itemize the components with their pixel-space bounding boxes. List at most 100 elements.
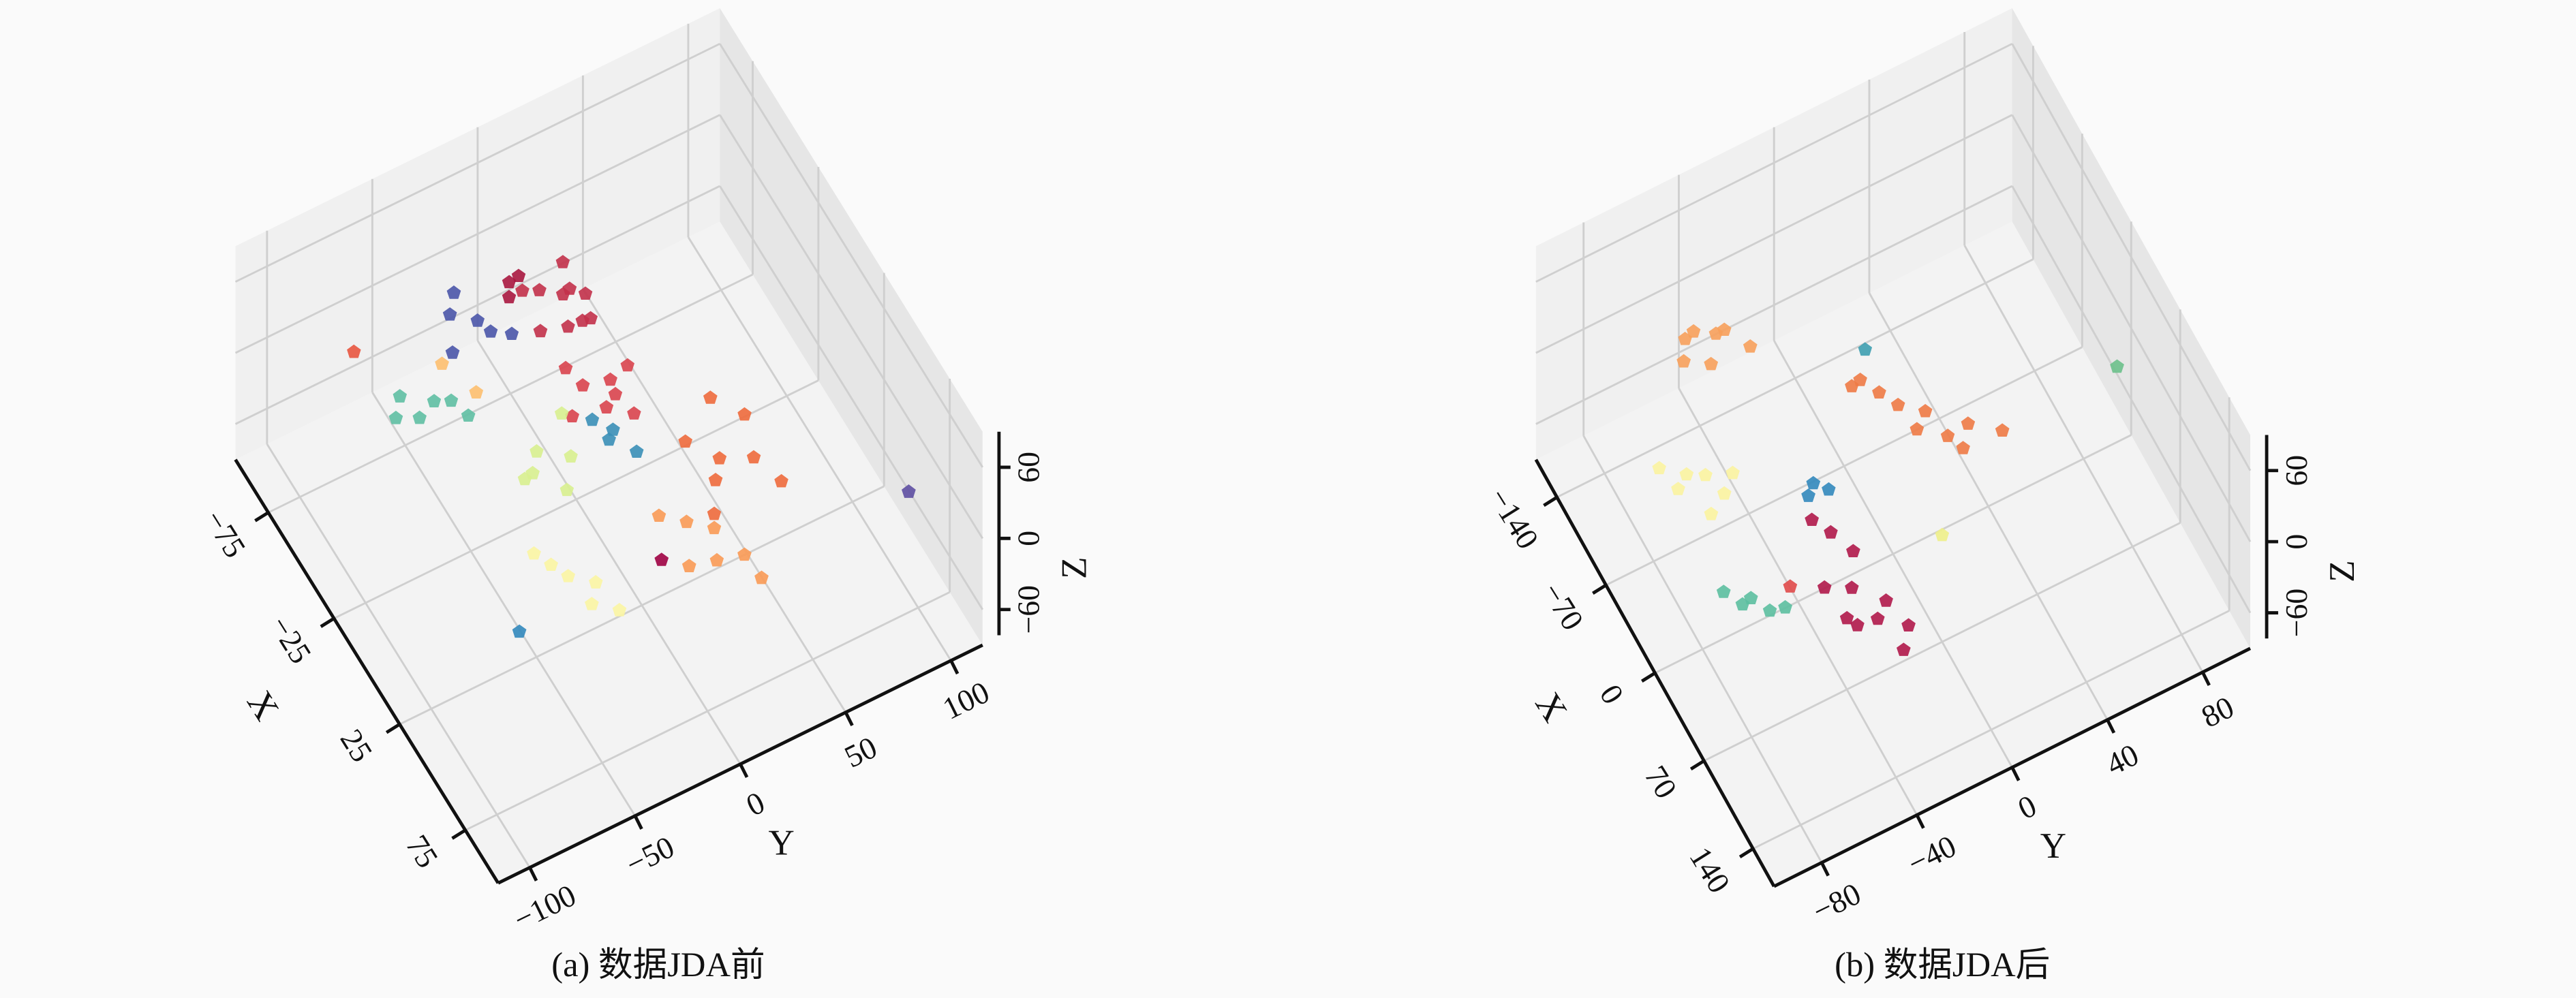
- grid-line: [371, 392, 637, 817]
- x-tick-label: 75: [399, 829, 446, 874]
- point: [347, 344, 361, 358]
- point: [606, 422, 620, 436]
- y-tick: [2106, 719, 2116, 734]
- point: [1956, 441, 1970, 454]
- point: [1716, 584, 1731, 598]
- point: [620, 358, 635, 372]
- x-axis-label: X: [1527, 686, 1574, 729]
- caption: (a) 数据JDA前: [551, 946, 765, 984]
- chart: −75−25 25 75 −100 −50 0 50 100 −60 0 60 X Y Z (a) 数据JD…: [198, 8, 1094, 984]
- point: [1879, 593, 1893, 607]
- z-tick-label: −60: [2279, 589, 2314, 638]
- grid-line: [719, 114, 984, 540]
- point: [1995, 423, 2010, 437]
- point: [737, 547, 752, 561]
- grid-line: [719, 43, 984, 468]
- point: [559, 482, 574, 497]
- point: [1935, 527, 1950, 542]
- point: [707, 520, 722, 535]
- grid-line: [234, 114, 720, 354]
- point: [1679, 467, 1694, 481]
- point: [1743, 339, 1758, 353]
- point: [1870, 611, 1885, 625]
- point: [712, 451, 727, 465]
- x-tick-label: 70: [1638, 760, 1684, 805]
- point: [515, 283, 530, 297]
- point: [707, 506, 722, 520]
- grid-line: [476, 340, 741, 765]
- point: [461, 408, 476, 422]
- y-tick: [2201, 671, 2211, 687]
- point: [1896, 642, 1911, 656]
- y-tick-label: −100: [508, 877, 581, 937]
- y-tick-label: 80: [2196, 689, 2239, 734]
- x-axis: [234, 458, 500, 884]
- y-tick: [2010, 766, 2021, 781]
- point: [627, 406, 641, 420]
- point: [445, 345, 460, 359]
- point: [629, 444, 644, 458]
- point: [1918, 403, 1933, 418]
- point: [502, 290, 517, 304]
- point: [1806, 475, 1821, 490]
- point: [544, 557, 558, 572]
- point: [527, 546, 541, 560]
- point: [1910, 422, 1925, 436]
- point: [1698, 467, 1713, 482]
- point: [584, 597, 599, 610]
- point: [1822, 482, 1836, 496]
- y-tick-label: 0: [741, 785, 770, 823]
- point: [1726, 465, 1740, 480]
- point: [585, 412, 600, 426]
- point: [554, 406, 569, 420]
- point: [1717, 322, 1732, 336]
- z-tick-label: 60: [1011, 452, 1046, 483]
- point: [1717, 486, 1732, 500]
- point: [483, 324, 498, 338]
- point: [1961, 416, 1976, 430]
- point: [1839, 610, 1854, 625]
- z-tick-label: 60: [2279, 455, 2314, 486]
- grid-line: [266, 443, 531, 869]
- point: [444, 393, 459, 407]
- grid-line: [1535, 114, 2013, 354]
- z-tick-label: −60: [1011, 585, 1046, 634]
- point: [393, 389, 408, 403]
- grid-line: [234, 185, 720, 425]
- point: [1783, 579, 1798, 593]
- y-axis-label: Y: [769, 823, 795, 862]
- grid-line: [234, 42, 720, 283]
- y-axis-label: Y: [2040, 826, 2066, 866]
- point: [555, 287, 570, 300]
- point: [1652, 461, 1666, 475]
- point: [599, 400, 614, 414]
- point: [1801, 488, 1815, 502]
- point: [412, 410, 427, 424]
- y-tick: [1915, 814, 1925, 829]
- grid-line: [2011, 43, 2252, 471]
- chart: −140 −70 0 70 140 −80 −40 0 40 80 −60 0 60 X Y Z (b) 数据J…: [1482, 8, 2362, 984]
- point: [737, 407, 752, 421]
- point: [427, 394, 442, 408]
- point: [561, 319, 575, 333]
- y-tick-label: −80: [1807, 876, 1867, 929]
- x-tick-label: −70: [1535, 576, 1591, 636]
- point: [681, 559, 696, 572]
- point: [1704, 506, 1719, 520]
- x-tick: [385, 723, 401, 734]
- point: [708, 472, 723, 486]
- x-tick: [451, 828, 467, 840]
- point: [530, 444, 544, 458]
- point: [532, 283, 547, 296]
- x-tick-label: −25: [263, 610, 318, 670]
- point: [470, 313, 485, 327]
- grid-line: [1535, 185, 2013, 425]
- x-tick-label: 25: [333, 723, 380, 768]
- x-tick: [1592, 583, 1607, 595]
- y-tick: [949, 659, 960, 675]
- point: [511, 268, 526, 282]
- x-tick: [254, 511, 269, 523]
- y-tick: [844, 711, 854, 727]
- x-tick: [1738, 847, 1754, 858]
